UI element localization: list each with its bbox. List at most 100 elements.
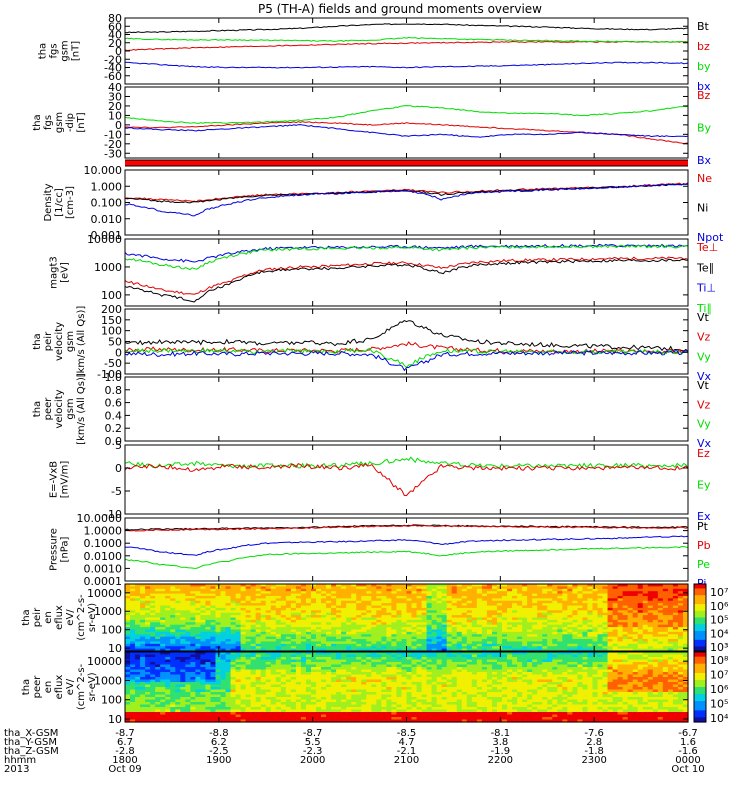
spectrogram-cell [622,634,629,638]
spectrogram-cell [336,677,342,681]
spectrogram-cell [175,636,181,640]
spectrogram-cell [456,641,463,645]
y-tick-label: 30 [108,90,122,103]
spectrogram-cell [321,717,327,721]
spectrogram-cell [456,617,463,621]
spectrogram-cell [255,641,262,645]
spectrogram-cell [260,669,267,673]
spectrogram-cell [376,682,382,686]
spectrogram-cell [225,684,232,688]
spectrogram-cell [426,605,433,609]
spectrogram-cell [190,689,196,693]
spectrogram-cell [517,595,523,599]
spectrogram-cell [667,634,674,638]
spectrogram-cell [310,588,317,592]
spectrogram-cell [225,707,232,711]
spectrogram-cell [486,610,493,614]
spectrogram-cell [607,631,614,635]
spectrogram-cell [652,629,659,633]
spectrogram-cell [150,595,156,599]
spectrogram-cell [305,704,312,708]
spectrogram-cell [587,588,594,592]
spectrogram-cell [240,714,247,718]
spectrogram-cell [205,593,212,597]
spectrogram-cell [285,679,292,683]
spectrogram-cell [150,584,156,587]
spectrogram-cell [150,652,156,656]
spectrogram-cell [481,610,488,614]
spectrogram-cell [321,605,327,609]
spectrogram-cell [295,622,302,626]
legend-entry: Vx [697,437,712,450]
spectrogram-cell [275,615,282,619]
spectrogram-cell [285,664,292,668]
spectrogram-cell [537,617,543,621]
spectrogram-cell [351,627,357,631]
spectrogram-cell [562,591,568,595]
spectrogram-cell [476,627,483,631]
series-line [124,40,689,52]
spectrogram-cell [331,646,337,650]
spectrogram-cell [140,636,146,640]
spectrogram-cell [285,634,292,638]
spectrogram-cell [486,595,493,599]
spectrogram-cell [371,652,377,656]
spectrogram-cell [290,712,297,716]
spectrogram-cell [582,643,589,647]
spectrogram-cell [517,607,523,611]
spectrogram-cell [316,593,322,597]
spectrogram-cell [245,699,252,703]
spectrogram-cell [321,593,327,597]
spectrogram-cell [305,636,312,640]
spectrogram-cell [537,612,543,616]
spectrogram-cell [316,654,322,658]
spectrogram-cell [160,646,166,650]
spectrogram-cell [200,662,207,666]
spectrogram-cell [622,619,629,623]
y-axis-label: eflux [54,605,65,630]
spectrogram-cell [255,584,262,587]
spectrogram-cell [401,617,408,621]
spectrogram-cell [401,598,408,602]
spectrogram-cell [582,615,589,619]
spectrogram-cell [125,605,131,609]
spectrogram-cell [190,600,196,604]
spectrogram-cell [300,684,307,688]
spectrogram-cell [466,639,473,643]
spectrogram-cell [647,591,654,595]
spectrogram-cell [336,593,342,597]
spectrogram-cell [652,636,659,640]
spectrogram-cell [667,622,674,626]
spectrogram-cell [466,584,473,587]
spectrogram-cell [305,617,312,621]
spectrogram-cell [496,615,503,619]
spectrogram-cell [562,605,568,609]
spectrogram-cell [351,669,357,673]
spectrogram-cell [592,629,599,633]
spectrogram-cell [295,617,302,621]
spectrogram-cell [230,707,237,711]
spectrogram-cell [130,717,136,721]
spectrogram-cell [396,603,403,607]
spectrogram-cell [381,672,387,676]
spectrogram-cell [672,598,679,602]
spectrogram-cell [265,631,272,635]
spectrogram-cell [155,674,161,678]
spectrogram-cell [270,598,277,602]
spectrogram-cell [220,622,227,626]
spectrogram-cell [547,619,553,623]
spectrogram-cell [351,629,357,633]
spectrogram-cell [321,603,327,607]
spectrogram-cell [376,707,382,711]
spectrogram-cell [682,600,689,604]
spectrogram-cell [316,627,322,631]
spectrogram-cell [341,672,347,676]
spectrogram-cell [275,584,282,587]
spectrogram-cell [592,595,599,599]
spectrogram-cell [587,617,594,621]
spectrogram-cell [316,643,322,647]
spectrogram-cell [285,687,292,691]
spectrogram-cell [361,702,367,706]
spectrogram-cell [205,662,212,666]
spectrogram-cell [260,702,267,706]
